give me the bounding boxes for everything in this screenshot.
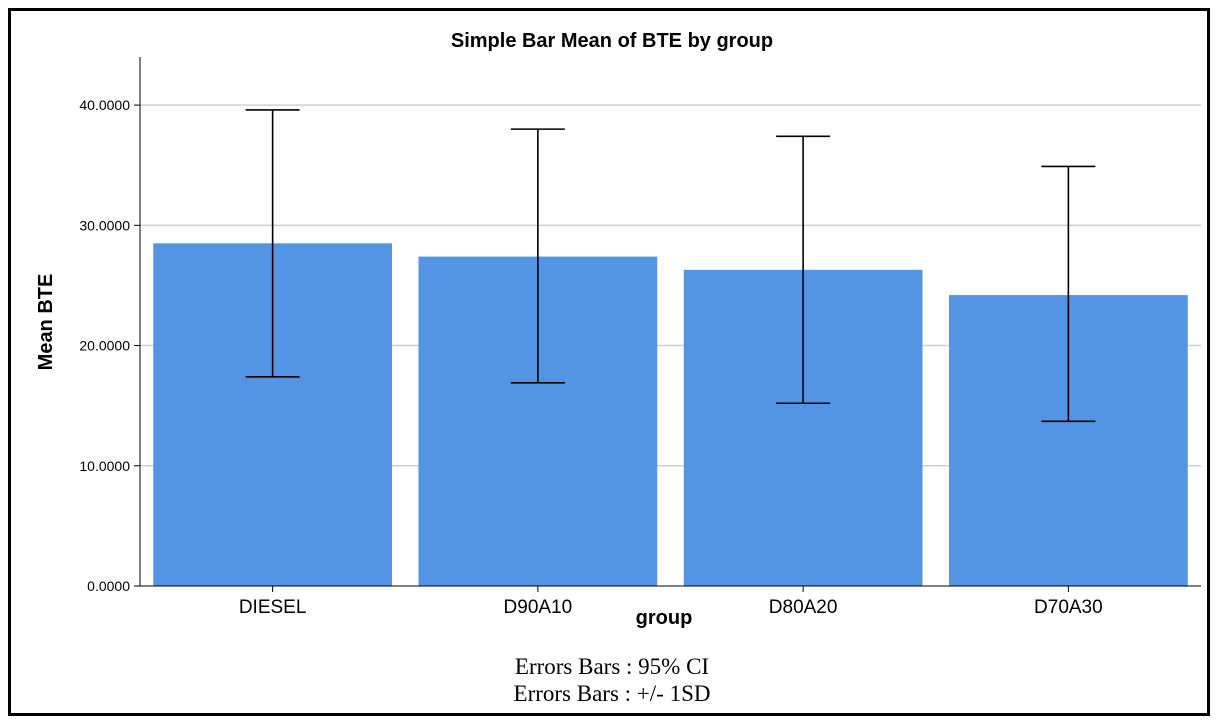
y-axis-title: Mean BTE bbox=[35, 274, 57, 371]
y-tick-label: 40.0000 bbox=[79, 97, 130, 113]
x-tick-label: DIESEL bbox=[239, 597, 307, 618]
y-ticks: 0.0000 10.0000 20.0000 30.0000 40.0000 bbox=[79, 97, 140, 594]
x-tick-label: D80A20 bbox=[769, 597, 838, 618]
chart-title: Simple Bar Mean of BTE by group bbox=[451, 30, 773, 52]
x-tick-label: D90A10 bbox=[504, 597, 573, 618]
error-bars bbox=[245, 109, 1096, 423]
y-tick-label: 30.0000 bbox=[79, 217, 130, 233]
x-axis-title: group bbox=[636, 607, 693, 629]
x-ticks: DIESEL D90A10 D80A20 D70A30 bbox=[239, 586, 1103, 618]
y-tick-label: 0.0000 bbox=[87, 578, 130, 594]
error-bar-note-ci: Errors Bars : 95% CI bbox=[515, 654, 709, 679]
x-tick-label: D70A30 bbox=[1034, 597, 1103, 618]
error-bar-note-sd: Errors Bars : +/- 1SD bbox=[514, 681, 711, 706]
y-tick-label: 10.0000 bbox=[79, 458, 130, 474]
y-tick-label: 20.0000 bbox=[79, 338, 130, 354]
bars bbox=[153, 243, 1188, 586]
